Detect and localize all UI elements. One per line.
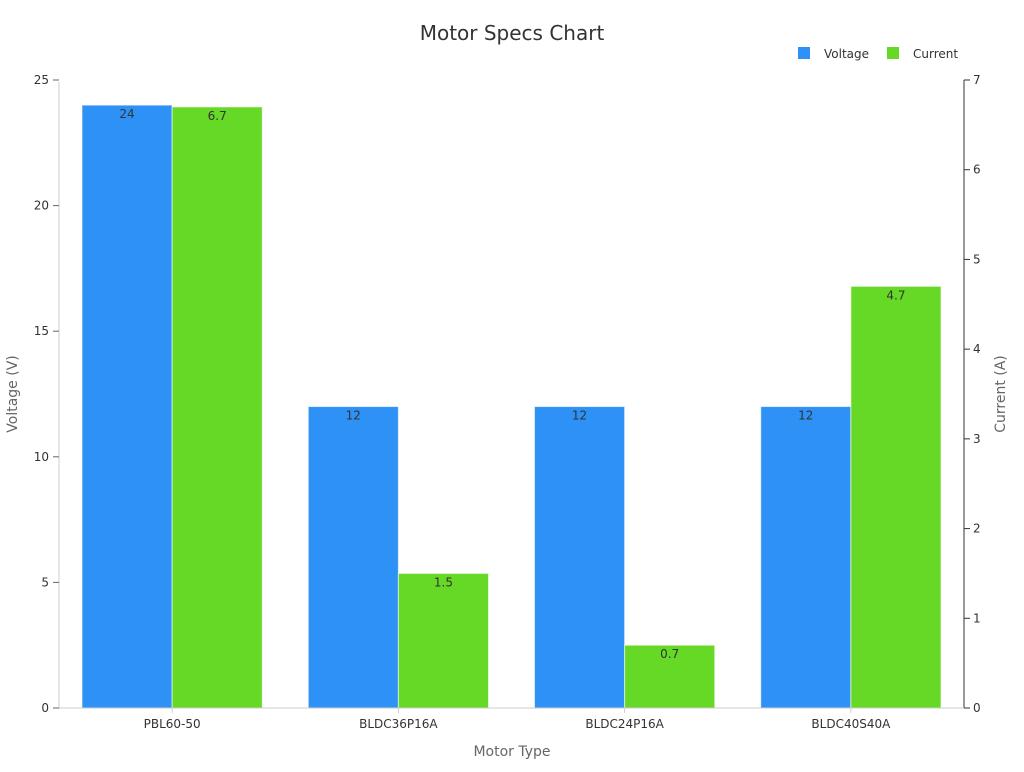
right-y-tick-label-7: 7 xyxy=(973,73,981,87)
legend-swatch-current xyxy=(887,47,899,59)
left-y-axis-label: Voltage (V) xyxy=(5,355,21,432)
bar-labels-layer: 24 6.7 12 1.5 12 0.7 12 4.7 xyxy=(119,107,905,661)
bar-label-voltage-0: 24 xyxy=(119,107,134,121)
right-y-tick-label-0: 0 xyxy=(973,701,981,715)
right-y-tick-label-4: 4 xyxy=(973,342,981,356)
bar-current-3 xyxy=(850,285,942,709)
left-y-tick-label-2: 10 xyxy=(34,450,49,464)
x-tick-label-1: BLDC36P16A xyxy=(359,717,438,731)
bar-voltage-2 xyxy=(534,406,626,709)
right-y-tick-label-2: 2 xyxy=(973,522,981,536)
right-y-tick-label-6: 6 xyxy=(973,163,981,177)
right-y-axis-label: Current (A) xyxy=(993,355,1009,433)
x-tick-label-0: PBL60-50 xyxy=(144,717,201,731)
bar-current-2 xyxy=(624,644,716,709)
right-y-tick-label-3: 3 xyxy=(973,432,981,446)
bar-label-voltage-1: 12 xyxy=(346,409,361,423)
left-y-tick-label-0: 0 xyxy=(41,701,49,715)
legend: Voltage Current xyxy=(798,47,958,61)
right-y-tick-label-5: 5 xyxy=(973,252,981,266)
bar-label-voltage-3: 12 xyxy=(798,409,813,423)
left-y-ticks: 0 5 10 15 20 25 xyxy=(34,73,59,715)
x-tick-label-3: BLDC40S40A xyxy=(811,717,891,731)
right-y-ticks: 0 1 2 3 4 5 6 7 xyxy=(964,73,981,715)
chart-title: Motor Specs Chart xyxy=(420,21,605,45)
bar-label-voltage-2: 12 xyxy=(572,409,587,423)
bar-voltage-1 xyxy=(307,406,399,709)
left-y-tick-label-4: 20 xyxy=(34,199,49,213)
legend-label-voltage: Voltage xyxy=(824,47,869,61)
right-y-tick-label-1: 1 xyxy=(973,611,981,625)
bar-current-1 xyxy=(397,572,489,709)
x-axis-label: Motor Type xyxy=(473,744,550,760)
left-y-tick-label-1: 5 xyxy=(41,575,49,589)
legend-swatch-voltage xyxy=(798,47,810,59)
x-ticks: PBL60-50 BLDC36P16A BLDC24P16A BLDC40S40A xyxy=(144,708,891,731)
bar-current-0 xyxy=(171,106,263,709)
left-y-tick-label-3: 15 xyxy=(34,324,49,338)
bar-voltage-0 xyxy=(81,104,173,709)
bars-layer xyxy=(81,104,942,709)
axes xyxy=(58,80,965,709)
bar-label-current-3: 4.7 xyxy=(886,288,905,302)
legend-label-current: Current xyxy=(913,47,958,61)
bar-label-current-2: 0.7 xyxy=(660,647,679,661)
bar-label-current-0: 6.7 xyxy=(208,109,227,123)
x-tick-label-2: BLDC24P16A xyxy=(585,717,664,731)
bar-voltage-3 xyxy=(760,406,852,709)
left-y-tick-label-5: 25 xyxy=(34,73,49,87)
bar-label-current-1: 1.5 xyxy=(434,575,453,589)
